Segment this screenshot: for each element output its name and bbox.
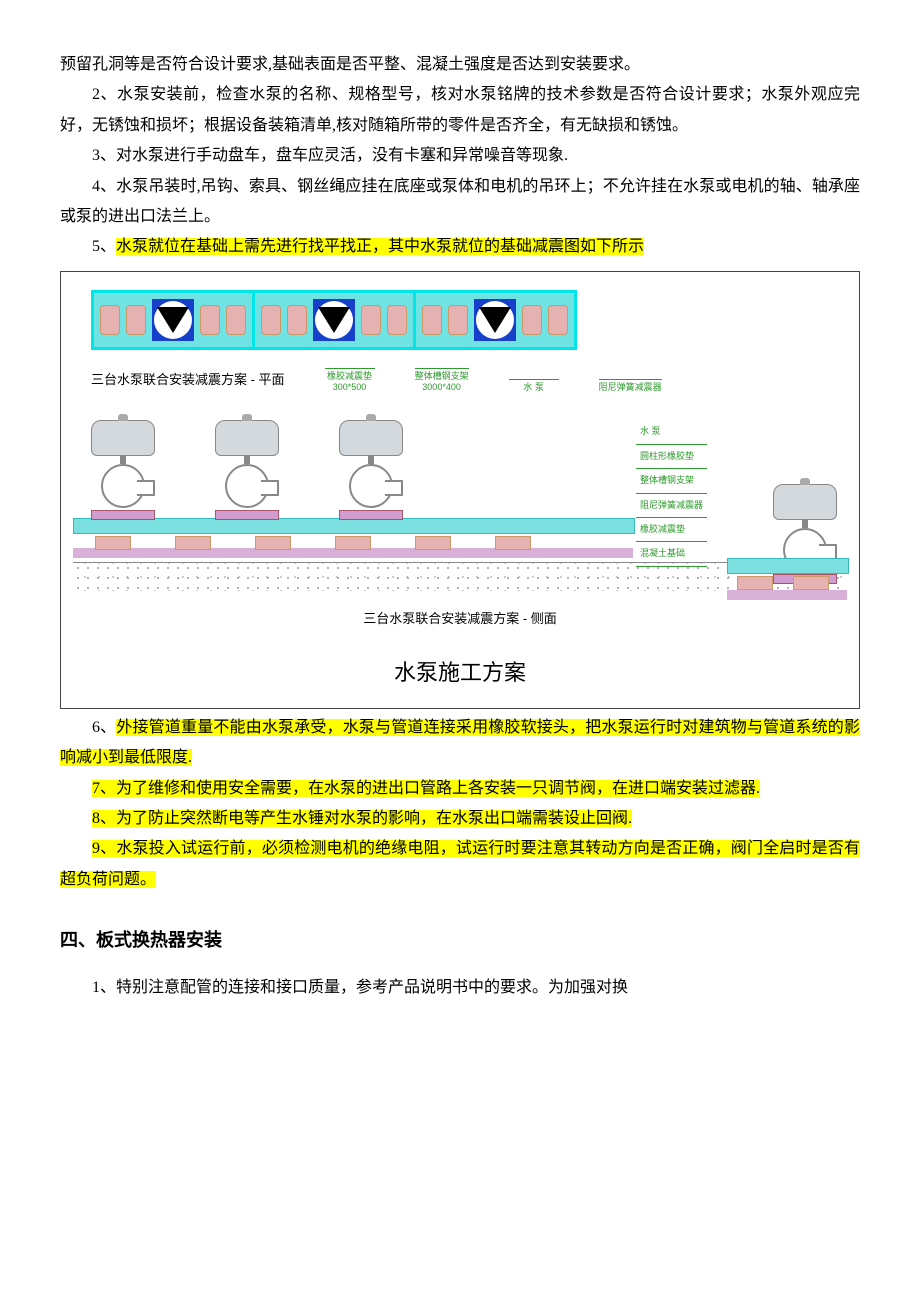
paragraph-item-3: 3、对水泵进行手动盘车，盘车应灵活，没有卡塞和异常噪音等现象. — [60, 141, 860, 171]
shaft-icon — [120, 456, 126, 464]
spring-damper-icon — [422, 305, 442, 335]
spring-icon — [495, 536, 531, 550]
spring-damper-icon — [387, 305, 407, 335]
dim-label-pump: 水 泵 — [509, 379, 559, 393]
paragraph-item-6: 6、外接管道重量不能由水泵承受，水泵与管道连接采用橡胶软接头，把水泵运行时对建筑… — [60, 713, 860, 774]
shaft-icon — [802, 520, 808, 528]
spring-icon — [737, 576, 773, 590]
item-5-prefix: 5、 — [92, 238, 116, 255]
spring-damper-icon — [261, 305, 281, 335]
layer-steel-frame — [73, 518, 635, 534]
volute-icon — [349, 464, 393, 508]
spring-damper-icon — [226, 305, 246, 335]
diagram-title: 水泵施工方案 — [73, 652, 847, 694]
spring-damper-icon — [287, 305, 307, 335]
base-plate-icon — [339, 510, 403, 520]
pump-side-3 — [339, 420, 403, 520]
pump-top-icon — [474, 299, 516, 341]
base-plate-icon — [215, 510, 279, 520]
item-6-prefix: 6、 — [92, 719, 116, 736]
item-6-highlight: 外接管道重量不能由水泵承受，水泵与管道连接采用橡胶软接头，把水泵运行时对建筑物与… — [60, 719, 860, 766]
item-5-highlight: 水泵就位在基础上需先进行找平找正，其中水泵就位的基础减震图如下所示 — [116, 238, 644, 255]
item-9-highlight: 9、水泵投入试运行前，必须检测电机的绝缘电阻，试运行时要注意其转动方向是否正确，… — [60, 840, 860, 887]
dim-label-steel-frame: 整体槽钢支架3000*400 — [415, 368, 469, 393]
paragraph-item-8: 8、为了防止突然断电等产生水锤对水泵的影响，在水泵出口端需装设止回阀. — [60, 804, 860, 834]
pump-unit-plan-1 — [91, 290, 255, 350]
spring-icon — [335, 536, 371, 550]
dim-label-rubber-pad: 橡胶减震垫300*500 — [325, 368, 375, 393]
spring-icon — [415, 536, 451, 550]
spring-damper-icon — [126, 305, 146, 335]
spring-icon — [255, 536, 291, 550]
pump-unit-plan-3 — [416, 290, 577, 350]
pumps-side-row — [91, 420, 847, 520]
paragraph-item-4: 4、水泵吊装时,吊钩、索具、钢丝绳应挂在底座或泵体和电机的吊环上；不允许挂在水泵… — [60, 172, 860, 233]
layer-steel-frame — [727, 558, 849, 574]
pump-side-1 — [91, 420, 155, 520]
layer-spring-row — [95, 536, 847, 548]
pump-unit-plan-2 — [255, 290, 416, 350]
spring-damper-icon — [448, 305, 468, 335]
plan-view-row — [91, 290, 847, 350]
volute-icon — [101, 464, 145, 508]
motor-icon — [339, 420, 403, 456]
spring-icon — [793, 576, 829, 590]
paragraph-item-7: 7、为了维修和使用安全需要，在水泵的进出口管路上各安装一只调节阀，在进口端安装过… — [60, 774, 860, 804]
volute-icon — [225, 464, 269, 508]
section-4-heading: 四、板式换热器安装 — [60, 923, 860, 957]
motor-icon — [215, 420, 279, 456]
item-8-highlight: 8、为了防止突然断电等产生水锤对水泵的影响，在水泵出口端需装设止回阀. — [92, 810, 632, 827]
plan-caption-label: 三台水泵联合安装减震方案 - 平面 — [91, 368, 285, 393]
pump-top-icon — [313, 299, 355, 341]
section-4-paragraph-1: 1、特别注意配管的连接和接口质量，参考产品说明书中的要求。为加强对换 — [60, 973, 860, 1003]
layer-rubber-pad — [727, 590, 847, 600]
paragraph-continuation: 预留孔洞等是否符合设计要求,基础表面是否平整、混凝土强度是否达到安装要求。 — [60, 50, 860, 80]
paragraph-item-5: 5、水泵就位在基础上需先进行找平找正，其中水泵就位的基础减震图如下所示 — [60, 232, 860, 262]
side-view: 水 泵 圆柱形橡胶垫 整体槽钢支架 阻尼弹簧减震器 橡胶减震垫 混凝土基础 — [73, 420, 847, 632]
paragraph-item-2: 2、水泵安装前，检查水泵的名称、规格型号，核对水泵铭牌的技术参数是否符合设计要求… — [60, 80, 860, 141]
spring-icon — [95, 536, 131, 550]
dim-label-spring-damper: 阻尼弹簧减震器 — [599, 379, 662, 393]
pump-top-icon — [152, 299, 194, 341]
legend-rubber-pad: 橡胶减震垫 — [636, 518, 707, 542]
spring-damper-icon — [100, 305, 120, 335]
shaft-icon — [368, 456, 374, 464]
spring-damper-icon — [522, 305, 542, 335]
spring-icon — [175, 536, 211, 550]
pump-installation-diagram: 三台水泵联合安装减震方案 - 平面 橡胶减震垫300*500 整体槽钢支架300… — [60, 271, 860, 709]
base-plate-icon — [91, 510, 155, 520]
pump-side-2 — [215, 420, 279, 520]
shaft-icon — [244, 456, 250, 464]
spring-damper-icon — [548, 305, 568, 335]
right-foundation — [727, 558, 847, 602]
foundation-layers — [73, 518, 847, 591]
legend-concrete-base: 混凝土基础 — [636, 542, 707, 566]
motor-icon — [91, 420, 155, 456]
plan-dimension-row: 三台水泵联合安装减震方案 - 平面 橡胶减震垫300*500 整体槽钢支架300… — [91, 368, 847, 393]
spring-damper-icon — [361, 305, 381, 335]
paragraph-item-9: 9、水泵投入试运行前，必须检测电机的绝缘电阻，试运行时要注意其转动方向是否正确，… — [60, 834, 860, 895]
item-7-highlight: 7、为了维修和使用安全需要，在水泵的进出口管路上各安装一只调节阀，在进口端安装过… — [92, 780, 760, 797]
side-caption: 三台水泵联合安装减震方案 - 侧面 — [73, 607, 847, 632]
spring-damper-icon — [200, 305, 220, 335]
